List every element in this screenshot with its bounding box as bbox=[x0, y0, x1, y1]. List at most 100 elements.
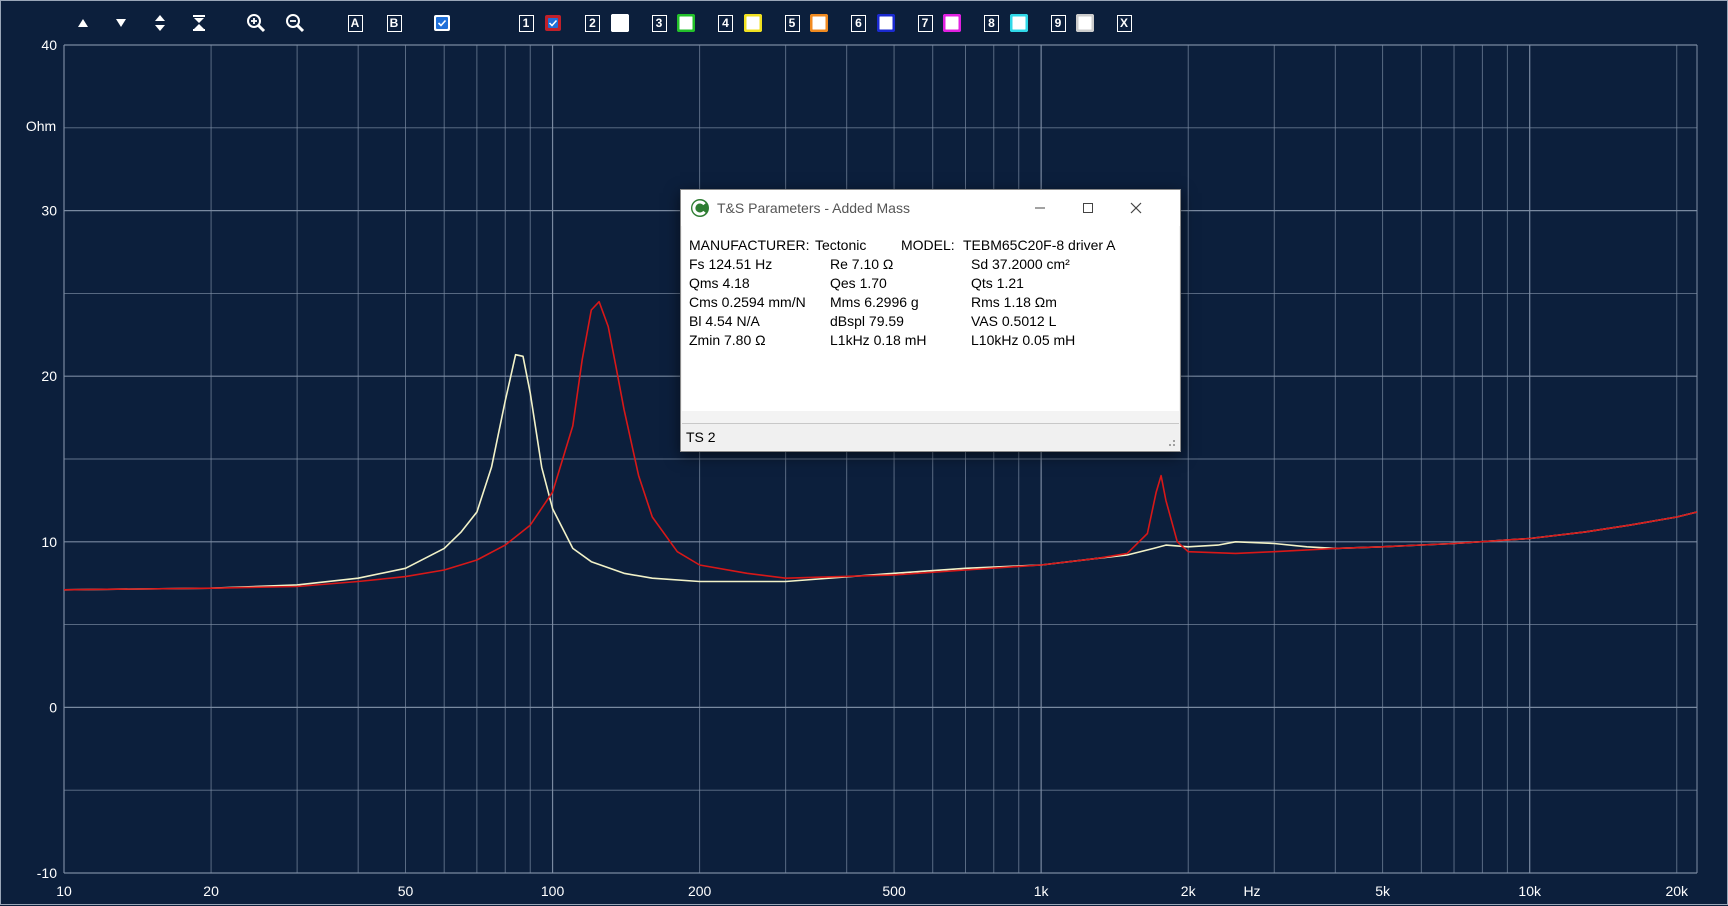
close-traces-label: X bbox=[1116, 14, 1132, 32]
x-tick-label: 2k bbox=[1181, 883, 1197, 899]
trace-3-label: 3 bbox=[651, 14, 667, 32]
trace-7-color-swatch[interactable] bbox=[942, 11, 962, 35]
minor-gridlines bbox=[64, 45, 1697, 873]
trace-5-button[interactable]: 5 bbox=[783, 11, 801, 35]
model-value: TEBM65C20F-8 driver A bbox=[963, 237, 1116, 253]
series-line-2 bbox=[63, 300, 1698, 591]
trace-6-label: 6 bbox=[851, 14, 866, 32]
trace-2-button[interactable]: 2 bbox=[584, 11, 602, 35]
y-tick-labels: 40 30 20 10 0 -10 bbox=[37, 37, 57, 881]
param-qes: Qes 1.70 bbox=[830, 275, 887, 291]
trace-2-color-swatch[interactable] bbox=[610, 11, 630, 35]
trace-1-button[interactable]: 1 bbox=[517, 11, 535, 35]
checkbox-checked-icon bbox=[434, 15, 450, 31]
close-icon bbox=[1130, 202, 1142, 214]
close-traces-button[interactable]: X bbox=[1115, 11, 1133, 35]
param-mms: Mms 6.2996 g bbox=[830, 294, 919, 310]
maximize-button[interactable] bbox=[1076, 196, 1100, 220]
dialog-title-bar[interactable]: T&S Parameters - Added Mass bbox=[681, 190, 1180, 226]
trace-9-color-swatch[interactable] bbox=[1075, 11, 1095, 35]
y-tick-label: -10 bbox=[37, 865, 57, 881]
trace-5-label: 5 bbox=[784, 14, 800, 32]
param-dbspl: dBspl 79.59 bbox=[830, 313, 904, 329]
trace-4-label: 4 bbox=[718, 14, 733, 32]
cursor-b-button[interactable]: B bbox=[385, 11, 403, 35]
x-tick-label: 50 bbox=[398, 883, 414, 899]
trace-5-swatch-icon bbox=[810, 14, 828, 32]
param-re: Re 7.10 Ω bbox=[830, 256, 894, 272]
manufacturer-label: MANUFACTURER: bbox=[689, 237, 810, 253]
x-tick-label: 5k bbox=[1375, 883, 1391, 899]
ts-parameters-dialog[interactable]: T&S Parameters - Added Mass MANUFACTURER… bbox=[680, 189, 1181, 452]
app-logo-icon bbox=[691, 199, 709, 217]
trace-7-swatch-icon bbox=[943, 14, 961, 32]
cursor-a-button[interactable]: A bbox=[346, 11, 364, 35]
trace-8-button[interactable]: 8 bbox=[983, 11, 1001, 35]
y-axis-unit-label: Ohm bbox=[26, 118, 56, 134]
close-button[interactable] bbox=[1124, 196, 1148, 220]
trace-4-swatch-icon bbox=[743, 14, 762, 32]
status-text: TS 2 bbox=[686, 429, 716, 445]
param-qts: Qts 1.21 bbox=[971, 275, 1024, 291]
trace-5-color-swatch[interactable] bbox=[809, 11, 829, 35]
trace-1-color-swatch[interactable] bbox=[543, 11, 563, 35]
x-tick-label: 500 bbox=[882, 883, 906, 899]
param-l10khz: L10kHz 0.05 mH bbox=[971, 332, 1076, 348]
minimize-icon bbox=[1035, 207, 1045, 209]
trace-9-swatch-icon bbox=[1076, 14, 1094, 32]
trace-2-label: 2 bbox=[585, 14, 600, 32]
dialog-body: MANUFACTURER: Tectonic MODEL: TEBM65C20F… bbox=[682, 226, 1179, 411]
overlay-toggle-checkbox[interactable] bbox=[432, 11, 452, 35]
trace-9-button[interactable]: 9 bbox=[1049, 11, 1067, 35]
model-label: MODEL: bbox=[901, 237, 955, 253]
trace-9-label: 9 bbox=[1050, 14, 1066, 32]
param-cms: Cms 0.2594 mm/N bbox=[689, 294, 806, 310]
trace-6-color-swatch[interactable] bbox=[876, 11, 896, 35]
trace-6-swatch-icon bbox=[876, 14, 895, 32]
trace-7-button[interactable]: 7 bbox=[916, 11, 934, 35]
trace-1-label: 1 bbox=[518, 14, 534, 32]
x-tick-labels: 10 20 50 100 200 500 1k 2k 5k 10k 20k bbox=[56, 883, 1689, 899]
x-tick-label: 10 bbox=[56, 883, 72, 899]
x-tick-label: 200 bbox=[688, 883, 712, 899]
trace-8-color-swatch[interactable] bbox=[1009, 11, 1029, 35]
maximize-icon bbox=[1083, 203, 1093, 213]
arrow-up-icon[interactable] bbox=[75, 11, 91, 35]
arrow-down-icon[interactable] bbox=[113, 11, 129, 35]
zoom-out-icon[interactable] bbox=[285, 11, 305, 35]
series-layer bbox=[63, 300, 1698, 591]
y-tick-label: 30 bbox=[41, 203, 57, 219]
y-tick-label: 40 bbox=[41, 37, 57, 53]
trace-8-swatch-icon bbox=[1009, 14, 1028, 32]
trace-6-button[interactable]: 6 bbox=[850, 11, 868, 35]
manufacturer-value: Tectonic bbox=[815, 237, 867, 253]
trace-3-swatch-icon bbox=[677, 14, 695, 32]
dialog-status-bar: TS 2 bbox=[682, 423, 1179, 450]
x-axis-unit-label: Hz bbox=[1243, 883, 1260, 899]
trace-3-color-swatch[interactable] bbox=[676, 11, 696, 35]
trace-4-button[interactable]: 4 bbox=[717, 11, 735, 35]
compress-vertical-icon[interactable] bbox=[191, 11, 207, 35]
trace-8-label: 8 bbox=[984, 14, 999, 32]
trace-3-button[interactable]: 3 bbox=[650, 11, 668, 35]
resize-grip-icon[interactable] bbox=[1166, 437, 1176, 447]
minimize-button[interactable] bbox=[1028, 196, 1052, 220]
param-sd: Sd 37.2000 cm² bbox=[971, 256, 1070, 272]
x-tick-label: 1k bbox=[1034, 883, 1050, 899]
x-tick-label: 10k bbox=[1518, 883, 1542, 899]
y-tick-label: 10 bbox=[41, 534, 57, 550]
param-fs: Fs 124.51 Hz bbox=[689, 256, 773, 272]
param-vas: VAS 0.5012 L bbox=[971, 313, 1057, 329]
trace-4-color-swatch[interactable] bbox=[743, 11, 763, 35]
expand-vertical-icon[interactable] bbox=[152, 11, 168, 35]
x-tick-label: 20 bbox=[203, 883, 219, 899]
y-tick-label: 0 bbox=[49, 699, 57, 715]
trace-7-label: 7 bbox=[917, 14, 933, 32]
trace-2-swatch-icon bbox=[610, 14, 629, 32]
trace-1-swatch-icon bbox=[545, 15, 561, 31]
x-tick-label: 100 bbox=[541, 883, 565, 899]
cursor-a-label: A bbox=[347, 14, 363, 32]
x-tick-label: 20k bbox=[1665, 883, 1689, 899]
zoom-in-icon[interactable] bbox=[246, 11, 266, 35]
